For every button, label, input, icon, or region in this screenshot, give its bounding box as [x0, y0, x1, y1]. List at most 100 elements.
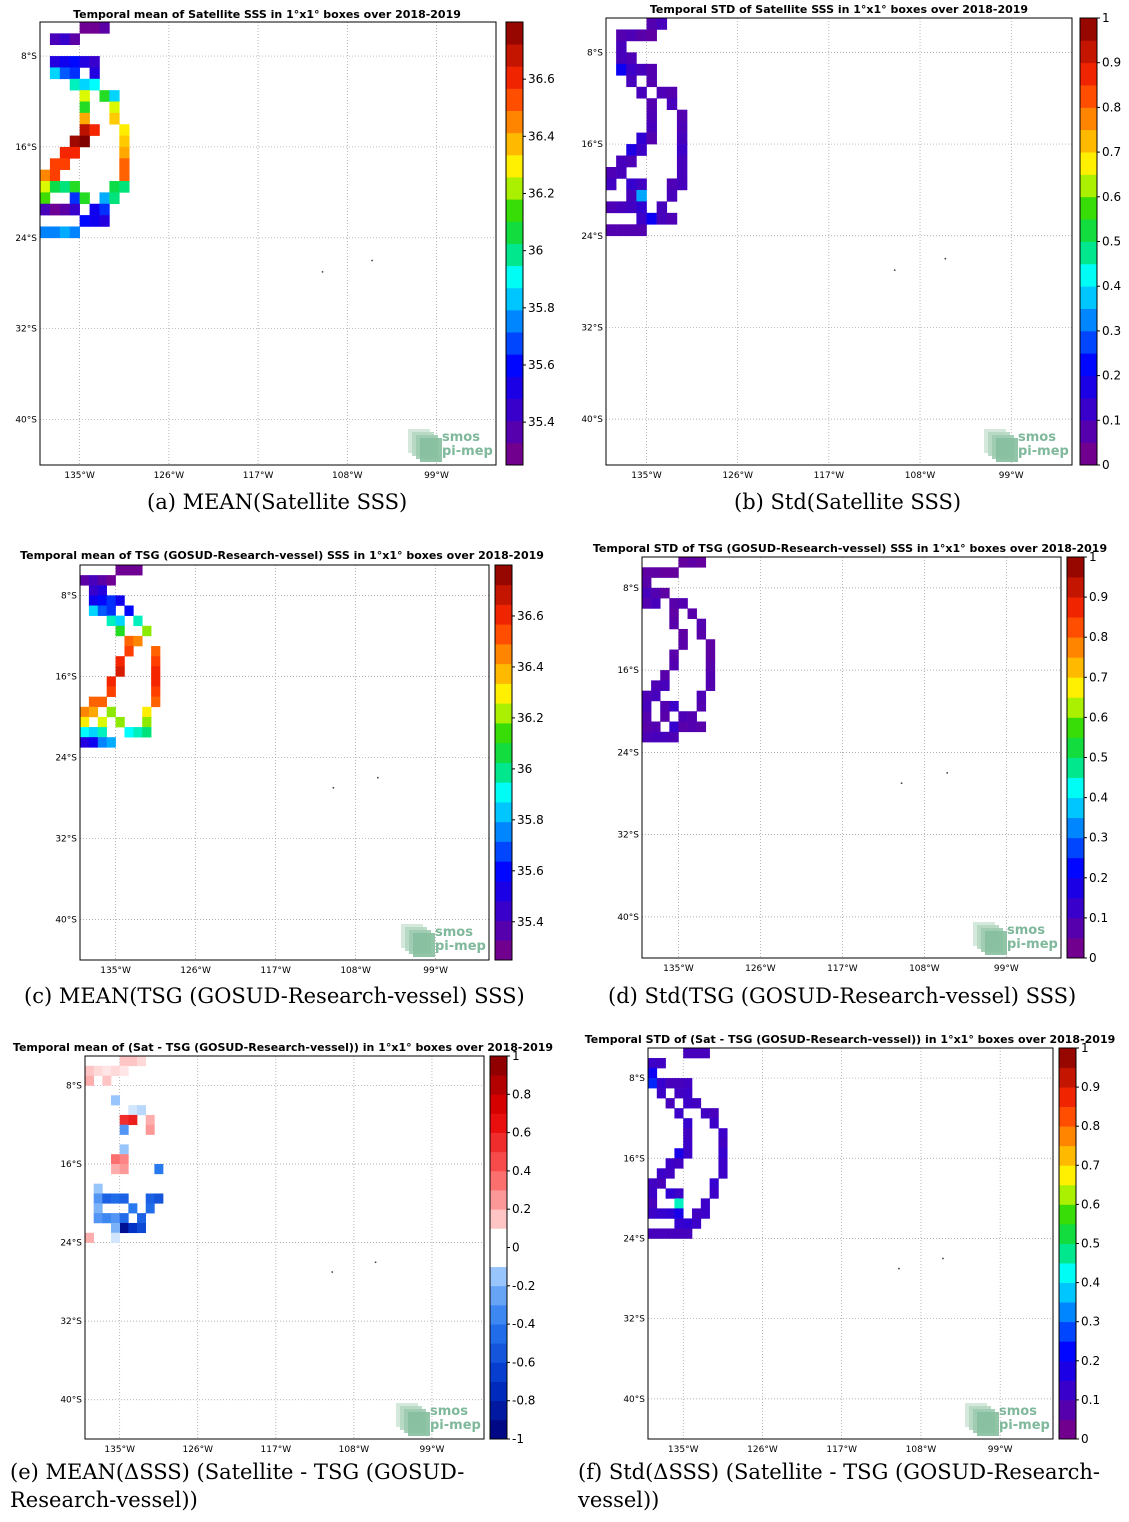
heatmap-cell: [93, 1213, 103, 1224]
colorbar-segment: [490, 1324, 507, 1344]
heatmap-cell: [119, 146, 130, 159]
heatmap-cell: [660, 587, 670, 599]
heatmap-cell: [145, 1114, 155, 1126]
heatmap-cell: [80, 727, 90, 738]
heatmap-cell: [683, 1048, 693, 1059]
colorbar-tick-label: 0.8: [1102, 100, 1121, 114]
colorbar-segment: [1059, 1126, 1076, 1147]
heatmap-cell: [656, 201, 668, 214]
heatmap-cell: [69, 78, 80, 91]
colorbar-segment: [490, 1381, 507, 1402]
heatmap-cell: [79, 112, 90, 125]
heatmap-cell: [636, 132, 647, 145]
colorbar-segment: [1059, 1087, 1076, 1108]
heatmap-cell: [616, 29, 627, 42]
colorbar-tick-label: 0.9: [1081, 1080, 1100, 1094]
heatmap-cell: [119, 124, 130, 136]
colorbar-segment: [1059, 1048, 1076, 1068]
colorbar-segment: [506, 287, 523, 311]
x-tick-label: 126°W: [722, 471, 753, 481]
island-marker: [376, 776, 379, 779]
heatmap-cell: [49, 226, 61, 239]
heatmap-cell: [651, 598, 661, 609]
heatmap-cell: [69, 33, 80, 46]
heatmap-cell: [666, 212, 678, 225]
island-marker: [942, 1257, 944, 1260]
heatmap-cell: [674, 1188, 684, 1199]
heatmap-cell: [102, 1213, 112, 1224]
colorbar-tick-label: 0.3: [1081, 1315, 1100, 1329]
heatmap-cell: [665, 1158, 675, 1169]
heatmap-cell: [665, 1098, 675, 1109]
heatmap-cell: [128, 1056, 138, 1067]
heatmap-cell: [69, 192, 80, 205]
colorbar-segment: [1080, 174, 1097, 198]
heatmap-cell: [665, 1228, 675, 1239]
colorbar-segment: [1059, 1282, 1076, 1303]
heatmap-cell: [133, 727, 143, 738]
colorbar-segment: [490, 1362, 507, 1382]
colorbar-tick-label: 0.4: [1102, 279, 1121, 293]
heatmap-cell: [99, 215, 110, 227]
y-tick-label: 8°S: [21, 52, 37, 62]
heatmap-cell: [89, 22, 100, 34]
colorbar-tick-label: 36.6: [528, 72, 555, 86]
heatmap-cell: [124, 727, 134, 738]
heatmap-cell: [626, 178, 637, 191]
heatmap-cell: [89, 56, 100, 68]
heatmap-cell: [718, 1148, 728, 1159]
colorbar-segment: [1080, 40, 1097, 64]
heatmap-cell: [678, 721, 688, 733]
colorbar-segment: [1059, 1184, 1076, 1205]
colorbar-tick-label: -0.6: [512, 1355, 535, 1369]
colorbar-segment: [1067, 937, 1084, 959]
colorbar-segment: [495, 940, 512, 961]
heatmap-cell: [656, 1088, 666, 1099]
logo-text-smos: smos: [1007, 923, 1045, 938]
heatmap-cell: [99, 22, 110, 34]
heatmap-cell: [674, 1088, 684, 1099]
chart-title: Temporal STD of Satellite SSS in 1°x1° b…: [650, 3, 1028, 16]
colorbar-segment: [1067, 797, 1084, 819]
x-tick-label: 99°W: [420, 1445, 445, 1455]
heatmap-cell: [69, 135, 80, 148]
colorbar-segment: [490, 1132, 507, 1153]
heatmap-cell: [626, 155, 637, 168]
heatmap-cell: [656, 1058, 666, 1069]
colorbar-segment: [1059, 1165, 1076, 1186]
colorbar-segment: [1067, 617, 1084, 638]
heatmap-cell: [700, 1108, 710, 1119]
colorbar-segment: [1080, 152, 1097, 175]
chart-svg: Temporal mean of TSG (GOSUD-Research-ves…: [20, 549, 544, 976]
chart-panel-5: Temporal mean of (Sat - TSG (GOSUD-Resea…: [0, 1032, 565, 1522]
colorbar-frame: [505, 21, 524, 466]
x-tick-label: 117°W: [243, 471, 274, 481]
x-tick-label: 99°W: [423, 966, 448, 976]
heatmap-cell: [606, 224, 617, 237]
x-tick-label: 126°W: [180, 966, 211, 976]
heatmap-cell: [40, 203, 51, 216]
colorbar-segment: [506, 199, 523, 222]
chart-panel-2: Temporal STD of Satellite SSS in 1°x1° b…: [564, 0, 1129, 514]
heatmap-cell: [49, 158, 61, 170]
colorbar-segment: [1059, 1223, 1076, 1244]
heatmap-cell: [646, 121, 657, 133]
colorbar-segment: [1080, 219, 1097, 242]
colorbar-tick-label: 0.1: [1081, 1393, 1100, 1407]
colorbar-segment: [495, 802, 512, 823]
colorbar-tick-label: 36.2: [517, 711, 544, 725]
heatmap-cell: [59, 226, 71, 239]
heatmap-cell: [642, 711, 652, 722]
plot-frame: [605, 17, 1073, 466]
colorbar-segment: [490, 1170, 507, 1191]
colorbar-segment: [506, 420, 523, 444]
colorbar-segment: [495, 663, 512, 684]
heatmap-cell: [69, 56, 80, 68]
colorbar-segment: [495, 861, 512, 882]
colorbar-segment: [1067, 737, 1084, 758]
heatmap-cell: [626, 63, 637, 76]
colorbar-segment: [1059, 1204, 1076, 1225]
x-tick-label: 135°W: [104, 1445, 135, 1455]
heatmap-cell: [700, 1208, 710, 1219]
